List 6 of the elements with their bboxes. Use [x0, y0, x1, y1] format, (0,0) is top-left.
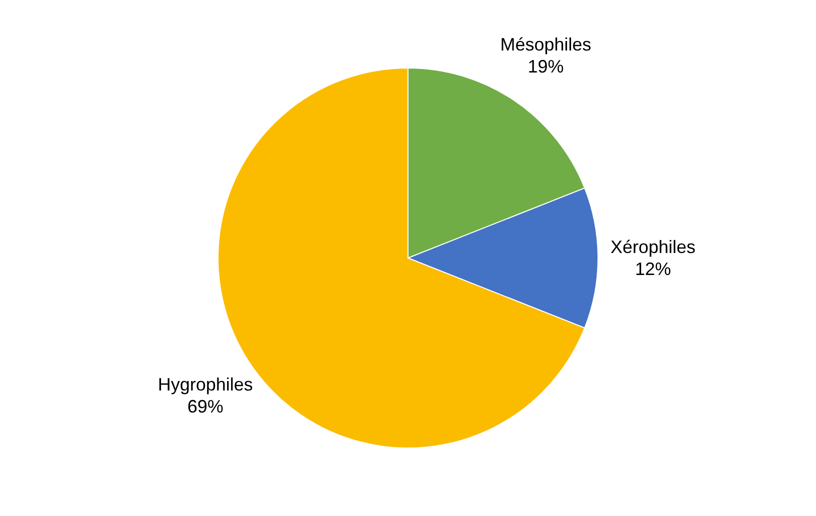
data-label: 69%: [187, 396, 224, 417]
data-label: 19%: [528, 56, 564, 76]
slice-label: Xérophiles: [610, 237, 696, 257]
slice-label: Hygrophiles: [158, 374, 253, 395]
data-label: 12%: [634, 259, 672, 279]
slice-label: Mésophiles: [500, 34, 592, 54]
